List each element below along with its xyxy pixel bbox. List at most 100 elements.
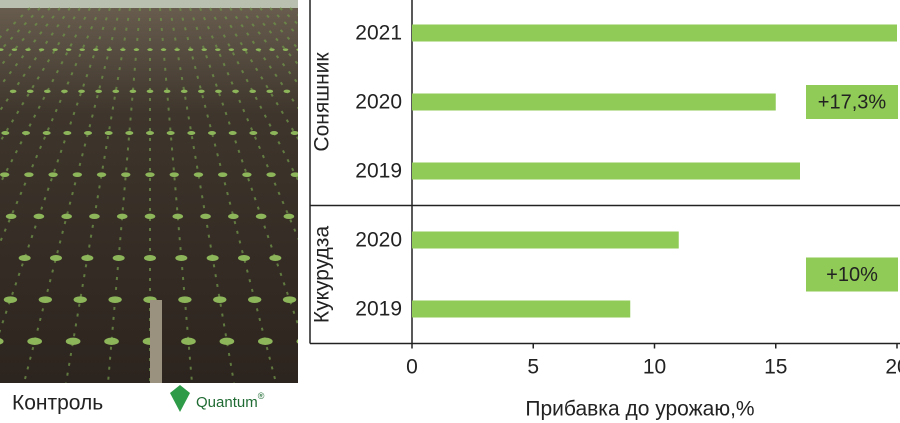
plant (219, 337, 235, 346)
plant (426, 255, 438, 261)
plant (144, 213, 156, 219)
plant (66, 48, 72, 52)
plant (33, 213, 45, 219)
plant (38, 296, 52, 303)
plant (422, 214, 433, 219)
y-tick-label: 2020 (355, 229, 402, 252)
plant (269, 255, 282, 261)
plant (26, 89, 34, 94)
annotation: +10% (826, 264, 878, 286)
plant (242, 48, 248, 52)
soil (0, 0, 298, 383)
plant (457, 255, 469, 261)
plant (632, 296, 645, 303)
plant (78, 89, 85, 94)
bar (412, 24, 897, 42)
x-axis-title: Прибавка до урожаю,% (525, 398, 754, 421)
plant (206, 255, 219, 261)
y-tick-label: 2019 (355, 160, 402, 183)
plant (44, 89, 51, 94)
plant (112, 255, 125, 261)
plant (310, 48, 315, 51)
group-label: Кукурудза (311, 226, 334, 324)
plant (50, 255, 62, 261)
plant (269, 48, 275, 52)
bar (412, 162, 800, 180)
plant (339, 172, 348, 177)
group-label: Соняшник (311, 52, 334, 152)
plant (73, 296, 87, 303)
plant (228, 131, 237, 135)
plant (146, 89, 154, 94)
plant (84, 131, 92, 135)
crop-row (0, 7, 111, 334)
plant (193, 172, 204, 178)
plant (144, 255, 156, 261)
plant (163, 89, 171, 94)
plant (255, 213, 267, 219)
plant (169, 172, 179, 178)
annotation-box (806, 85, 898, 119)
crop-row (189, 7, 298, 328)
plant (178, 296, 192, 303)
annotation-box (806, 257, 898, 292)
crop-row (289, 7, 298, 17)
plant (0, 172, 10, 178)
plant (373, 131, 381, 135)
plant (89, 213, 100, 219)
plant (215, 48, 221, 52)
plant (200, 213, 211, 219)
plant (266, 89, 274, 94)
plant (0, 338, 4, 345)
plant (395, 214, 406, 219)
plant (125, 131, 134, 135)
plant (248, 296, 262, 303)
plant (198, 89, 205, 94)
plant (52, 48, 58, 52)
plant (283, 213, 295, 219)
logo-word: Quantum (196, 394, 258, 411)
plant (228, 48, 234, 52)
crop-row (209, 7, 298, 183)
plant (18, 255, 31, 261)
bar (412, 300, 631, 318)
plant (112, 89, 120, 94)
plant (147, 48, 153, 52)
plant (187, 131, 196, 135)
logo: Quantum® (170, 385, 265, 412)
plant (65, 337, 81, 346)
crop-row (65, 7, 131, 383)
plant (315, 172, 324, 177)
plant (255, 48, 262, 52)
plant (367, 214, 378, 219)
plant (95, 89, 102, 94)
x-tick-label: 0 (406, 356, 418, 379)
annotation: +17,3% (818, 91, 887, 113)
plant (249, 131, 258, 135)
plant (215, 89, 222, 94)
plant (79, 48, 85, 52)
crop-row (159, 7, 193, 383)
plant (24, 172, 34, 178)
y-tick-label: 2020 (355, 91, 402, 114)
plant (0, 48, 4, 51)
plant (339, 214, 350, 219)
plant (108, 296, 122, 303)
photo-caption: Контроль (12, 392, 103, 415)
plant (145, 172, 155, 178)
plant (213, 296, 227, 303)
field-photo (0, 0, 645, 383)
plant (175, 255, 188, 261)
x-tick-label: 15 (764, 356, 787, 379)
crop-row (279, 7, 298, 26)
plant (332, 255, 344, 261)
plant (104, 131, 113, 135)
plant (238, 255, 250, 261)
crop-row (23, 7, 121, 383)
crop-row (0, 7, 81, 144)
plant (218, 172, 228, 178)
horizon (0, 0, 298, 8)
plant (363, 255, 375, 261)
crop-row (179, 7, 277, 383)
